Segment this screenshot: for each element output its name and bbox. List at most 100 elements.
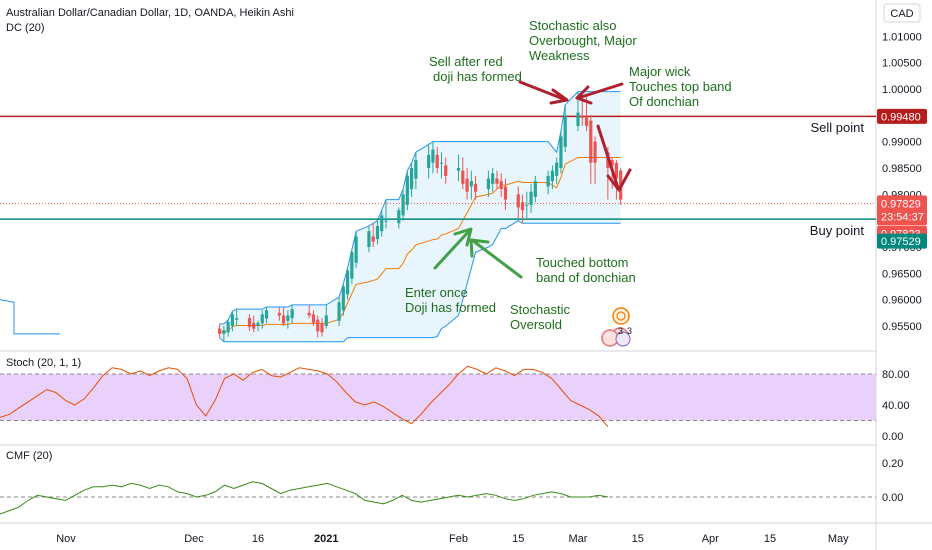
donchian-lower [219, 220, 621, 343]
horizontal-levels [0, 115, 876, 220]
countdown-tag: 23:54:37 [881, 211, 924, 223]
cmf-line [0, 481, 609, 515]
candle-body [444, 165, 448, 176]
cmf-tick-label: 0.20 [882, 458, 903, 470]
price-tick-label: 0.95500 [882, 321, 922, 333]
annot-touched-1: Touched bottom [536, 255, 629, 270]
candle-body [589, 120, 593, 163]
stoch-tick-label: 0.00 [882, 431, 903, 443]
candle-body [499, 181, 503, 190]
cmf-title: CMF (20) [6, 450, 52, 462]
chart-title: Australian Dollar/Canadian Dollar, 1D, O… [6, 7, 294, 19]
candle-body [380, 215, 384, 232]
candle-body [610, 160, 614, 166]
indicator-title: DC (20) [6, 22, 45, 34]
event-icon-top[interactable] [612, 307, 630, 325]
candle-body [218, 328, 222, 334]
candle-body [316, 319, 320, 332]
price-tick-label: 1.01000 [882, 31, 922, 43]
candle-body [256, 322, 260, 326]
candle-body [486, 178, 491, 190]
stoch-band [0, 374, 876, 421]
candle-body [469, 181, 473, 187]
candle-body [307, 312, 311, 316]
time-tick-label: Feb [449, 533, 468, 545]
candle-body [614, 162, 619, 179]
candle-body [311, 314, 316, 323]
annot-sell-doji-1: Sell after red [429, 54, 503, 69]
candle-body [456, 168, 461, 171]
price-tick-label: 0.99000 [882, 137, 922, 149]
donchian-upper [219, 91, 621, 325]
event-count-a: 3 [618, 326, 623, 336]
candle-body [520, 202, 525, 211]
cmf-tick-label: 0.00 [882, 492, 903, 504]
candle-body [563, 115, 567, 147]
time-tick-label: 15 [512, 533, 524, 545]
arrow-enter [433, 227, 473, 270]
annot-wick-3: Of donchian [629, 94, 699, 109]
candle-body [533, 181, 537, 197]
candle-body [584, 116, 589, 126]
currency-label: CAD [890, 8, 913, 20]
candle-body [371, 236, 375, 242]
stoch-tick-label: 40.00 [882, 400, 910, 412]
time-tick-label: 15 [764, 533, 776, 545]
time-tick-label: Nov [56, 533, 76, 545]
candle-body [286, 315, 290, 321]
candle-body [384, 220, 388, 222]
candle-body [290, 309, 294, 319]
candle-body [397, 210, 401, 224]
candle-body [341, 286, 345, 311]
candle-body [260, 314, 264, 324]
annot-stoch-ob-2: Overbought, Major [529, 33, 637, 48]
buy-level-tag: 0.97529 [881, 236, 921, 248]
candle-body [320, 323, 324, 333]
candle-body [580, 115, 584, 118]
donchian-lead [0, 299, 60, 335]
annot-wick-2: Touches top band [629, 79, 732, 94]
cmf-panel [0, 481, 876, 515]
event-count-b: 3 [627, 326, 632, 336]
candle-body [503, 186, 508, 200]
candle-body [491, 173, 495, 184]
candle-body [226, 321, 230, 333]
annot-touched-2: band of donchian [536, 270, 636, 285]
time-tick-label: Mar [569, 533, 588, 545]
candle-body [337, 302, 341, 321]
annot-oversold-2: Oversold [510, 317, 562, 332]
candle-body [550, 170, 555, 182]
candle-body [222, 330, 226, 334]
stoch-tick-label: 80.00 [882, 369, 910, 381]
price-tick-label: 0.96000 [882, 295, 922, 307]
annot-wick-1: Major wick [629, 64, 691, 79]
candle-body [439, 162, 444, 164]
time-tick-label: 16 [252, 533, 264, 545]
candle-body [427, 154, 431, 168]
annot-stoch-ob-3: Weakness [529, 48, 590, 63]
candle-body [346, 270, 350, 295]
candle-body [576, 112, 580, 126]
candle-body [529, 191, 533, 205]
currency-button[interactable]: CAD [883, 3, 921, 23]
candle-body [354, 236, 358, 263]
candle-body [230, 314, 235, 326]
candle-body [350, 252, 354, 279]
donchian-basis [219, 156, 621, 334]
candle-body [235, 318, 239, 320]
candle-body [401, 194, 405, 216]
candle-body [559, 136, 563, 168]
candle-body [405, 175, 409, 205]
last-price-tag: 0.97829 [881, 198, 921, 210]
time-tick-label: Dec [184, 533, 204, 545]
candle-body [431, 149, 435, 163]
event-icon-flag-c[interactable] [615, 331, 631, 347]
donchian-fill [219, 91, 621, 342]
event-badges[interactable]: 3 3 [601, 307, 632, 347]
annot-oversold-1: Stochastic [510, 302, 570, 317]
axes: 0.955000.960000.965000.970000.975000.980… [56, 31, 922, 545]
annot-enter-1: Enter once [405, 285, 468, 300]
annot-enter-2: Doji has formed [405, 300, 496, 315]
